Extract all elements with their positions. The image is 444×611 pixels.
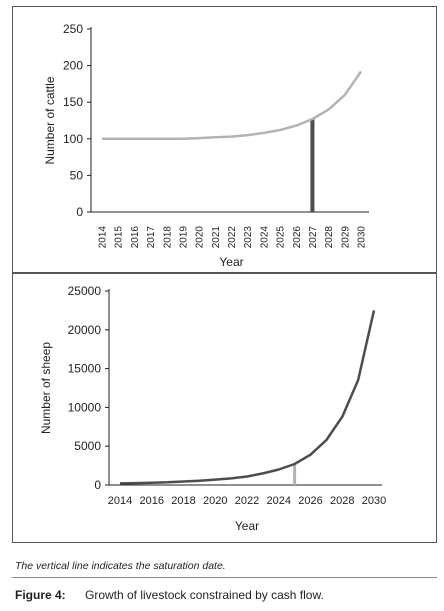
cattle-x-tick-label: 2020 — [195, 226, 206, 249]
sheep-y-tick-label: 20000 — [68, 323, 102, 337]
cattle-y-tick-label: 100 — [63, 132, 83, 146]
sheep-x-tick-label: 2016 — [140, 495, 164, 507]
caption-label: Figure 4: — [15, 588, 66, 602]
cattle-y-tick-label: 250 — [63, 22, 83, 36]
cattle-x-tick-label: 2024 — [259, 226, 270, 249]
cattle-y-tick-label: 150 — [63, 95, 83, 109]
cattle-x-tick-label: 2027 — [308, 226, 319, 249]
sheep-y-axis-label: Number of sheep — [39, 342, 53, 434]
cattle-x-tick-label: 2026 — [292, 226, 303, 249]
cattle-y-tick-label: 50 — [70, 168, 84, 182]
caption-divider — [12, 577, 437, 578]
cattle-series-line — [102, 70, 363, 141]
sheep-series-line — [119, 310, 376, 485]
cattle-chart-frame — [12, 6, 437, 273]
sheep-x-tick-label: 2014 — [108, 495, 132, 507]
cattle-x-tick-label: 2019 — [178, 226, 189, 249]
cattle-x-tick-label: 2017 — [146, 226, 157, 249]
sheep-y-tick-label: 25000 — [68, 284, 102, 298]
cattle-y-tick-label: 0 — [76, 205, 83, 219]
cattle-x-tick-label: 2021 — [211, 226, 222, 249]
cattle-x-tick-label: 2014 — [98, 226, 109, 249]
cattle-x-tick-label: 2029 — [340, 226, 351, 249]
cattle-x-tick-label: 2018 — [162, 226, 173, 249]
sheep-x-tick-label: 2030 — [362, 495, 386, 507]
sheep-x-tick-label: 2028 — [330, 495, 354, 507]
cattle-x-tick-label: 2025 — [276, 226, 287, 249]
sheep-y-tick-label: 0 — [94, 478, 101, 492]
sheep-x-tick-label: 2022 — [235, 495, 259, 507]
cattle-x-tick-label: 2023 — [243, 226, 254, 249]
cattle-x-tick-label: 2028 — [324, 226, 335, 249]
sheep-x-tick-label: 2026 — [298, 495, 322, 507]
cattle-y-tick-label: 200 — [63, 59, 83, 73]
sheep-x-tick-label: 2024 — [267, 495, 291, 507]
sheep-chart-frame — [12, 273, 437, 543]
charts-svg: 250 200 150 100 50 0 2014 2015 2016 2017 2018 2019 2… — [39, 22, 386, 533]
cattle-y-axis-label: Number of cattle — [43, 76, 57, 164]
caption-text: Growth of livestock constrained by cash … — [85, 588, 324, 602]
sheep-x-axis-label: Year — [235, 519, 259, 533]
sheep-y-tick-label: 15000 — [68, 362, 102, 376]
cattle-x-axis-label: Year — [219, 255, 243, 269]
cattle-x-tick-label: 2022 — [227, 226, 238, 249]
cattle-x-tick-label: 2016 — [130, 226, 141, 249]
sheep-y-tick-label: 10000 — [68, 400, 102, 414]
sheep-y-tick-label: 5000 — [74, 439, 101, 453]
cattle-x-tick-label: 2015 — [114, 226, 125, 249]
figure-note: The vertical line indicates the saturati… — [15, 560, 226, 572]
sheep-x-tick-label: 2020 — [203, 495, 227, 507]
cattle-x-tick-label: 2030 — [357, 226, 368, 249]
sheep-x-tick-label: 2018 — [171, 495, 195, 507]
figure-caption: Figure 4: Growth of livestock constrained… — [15, 588, 324, 602]
